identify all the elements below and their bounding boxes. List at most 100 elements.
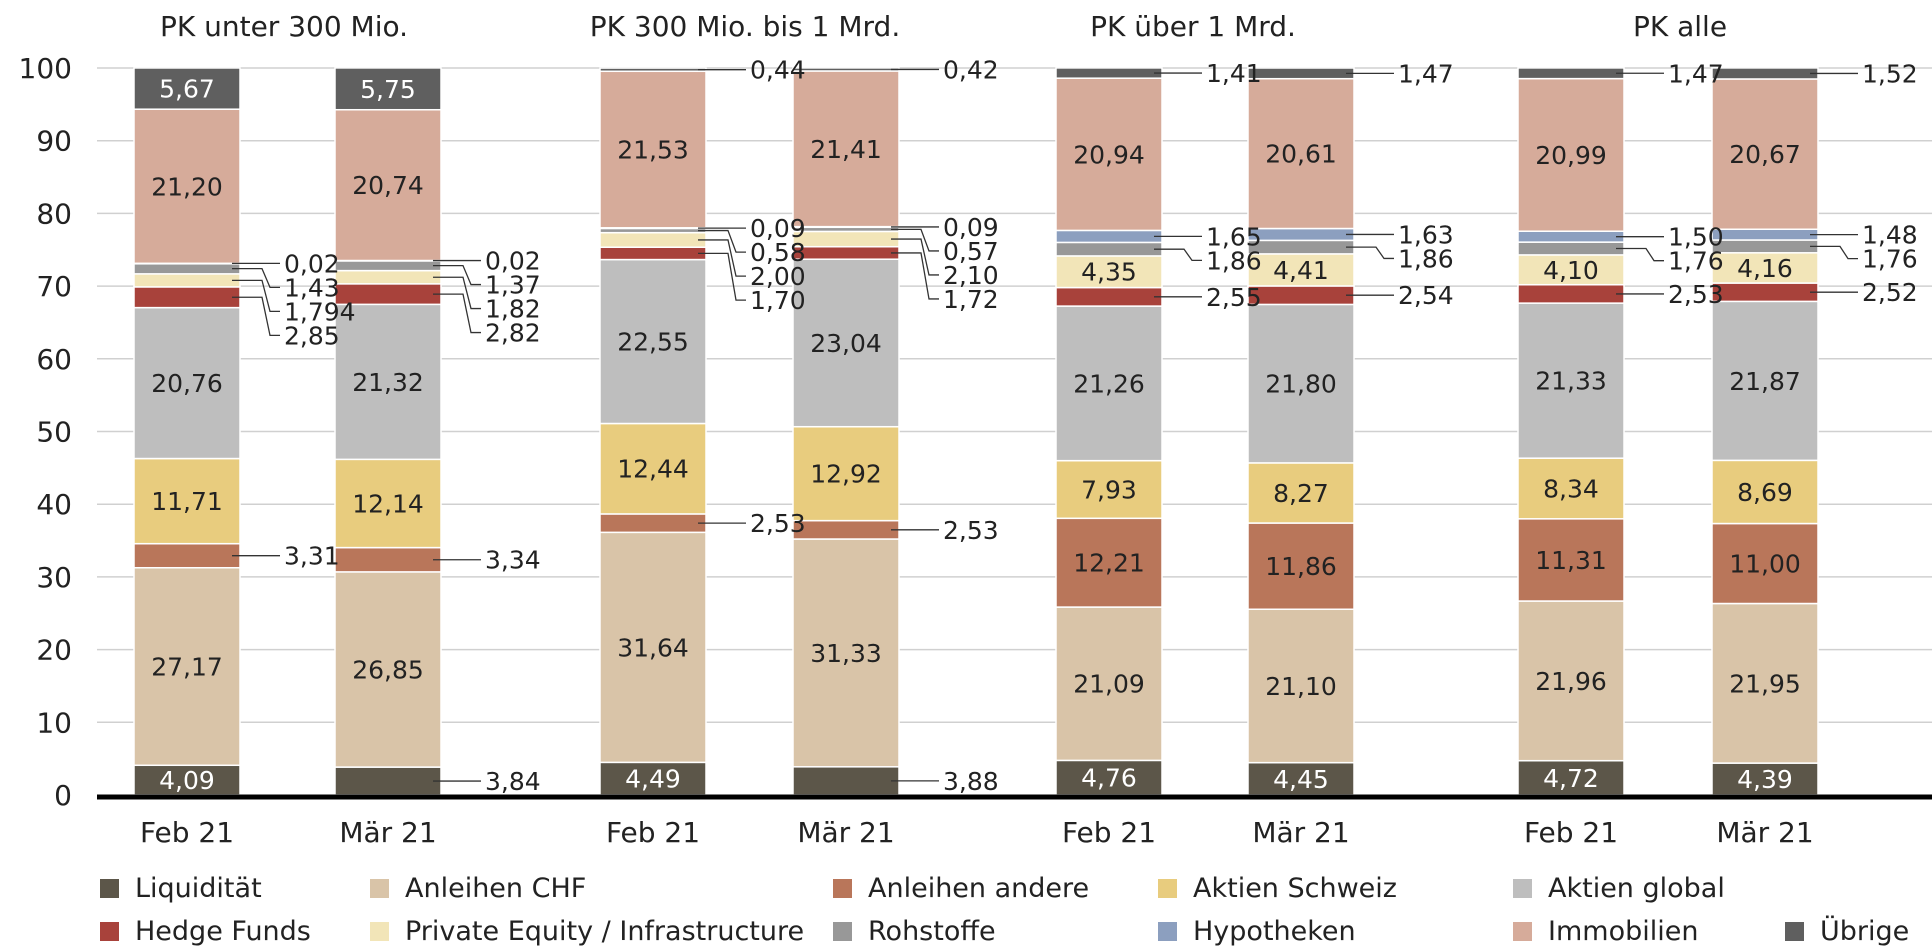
segment-value-label: 12,14 [352,489,424,518]
bar-segment-aktien-schweiz [599,422,707,515]
segment-value-label: 21,09 [1073,670,1145,699]
legend-label: Hypotheken [1193,915,1356,947]
bar-segment--brige [133,67,241,110]
bar-segment-anleihen-andere [599,513,707,534]
y-tick-label: 70 [36,270,72,303]
segment-value-label: 11,00 [1729,550,1801,579]
x-tick-label: Feb 21 [1524,816,1618,849]
bar-segment-aktien-global [792,258,900,428]
bar-segment-private-equity-infrastructure [792,230,900,248]
segment-value-label: 21,80 [1265,370,1337,399]
segment-value-label: 7,93 [1081,475,1137,504]
segment-value-label: 4,09 [159,766,215,795]
legend-label: Anleihen CHF [405,872,587,904]
segment-value-label: 0,57 [943,237,999,266]
bar-segment-anleihen-chf [133,566,241,767]
callout-leader [891,238,939,276]
legend-item: Aktien global [1513,871,1725,905]
callout-group: 1,52 1,481,76 2,52 [1810,59,1918,307]
bar-segment-aktien-schweiz [334,458,442,549]
segment-value-label: 12,21 [1073,549,1145,578]
callout-leader [1810,245,1858,260]
callout-group: 1,47 1,631,86 2,54 [1346,59,1454,310]
bar-segment-hedge-funds [792,245,900,260]
segment-value-label: 21,95 [1729,669,1801,698]
callout-leader [232,296,280,337]
callout-leader [1616,247,1664,262]
bar-segment-hypotheken [1055,229,1163,244]
segment-value-label: 5,67 [159,75,215,104]
bar-segment--brige [792,67,900,72]
segment-value-label: 21,20 [151,172,223,201]
segment-value-label: 1,70 [750,286,806,315]
bar-segment-immobilien [1055,77,1163,232]
callout-leader [232,279,280,313]
bar-segment-rohstoffe [1517,241,1625,256]
segment-value-label: 20,61 [1265,140,1337,169]
bar-segment-anleihen-chf [334,571,442,768]
y-tick-label: 30 [36,561,72,594]
bar-segment-hedge-funds [599,246,707,261]
bar-segment--brige [1055,67,1163,79]
segment-value-label: 4,39 [1737,765,1793,794]
bar-segment-rohstoffe [334,259,442,272]
bar-segment-anleihen-chf [1711,602,1819,764]
segment-value-label: 21,26 [1073,369,1145,398]
bar-segment-anleihen-chf [599,531,707,764]
callout-group: 1,47 1,501,76 2,53 [1616,59,1724,309]
callout-group: 0,021,371,822,82 3,34 3,84 [433,247,541,796]
bar-segment-aktien-schweiz [1247,462,1355,524]
bar-segment-hedge-funds [1711,282,1819,303]
bar-segment-rohstoffe [1711,239,1819,254]
segment-value-label: 5,75 [360,75,416,104]
callout-group: 1,41 1,651,86 2,55 [1154,59,1262,312]
segment-value-label: 23,04 [810,329,882,358]
segment-value-label: 2,82 [485,319,541,348]
segment-value-label: 4,72 [1543,764,1599,793]
segment-value-label: 1,43 [284,273,340,302]
segment-value-label: 21,33 [1535,367,1607,396]
segment-value-label: 20,94 [1073,140,1145,169]
bar-segment-rohstoffe [133,262,241,275]
bar-segment--brige [1711,67,1819,80]
x-tick-label: Feb 21 [140,816,234,849]
group-title: PK 300 Mio. bis 1 Mrd. [590,10,900,43]
callout-leader [232,268,280,289]
legend-item: Private Equity / Infrastructure [370,914,804,948]
segment-value-label: 20,67 [1729,140,1801,169]
bar-segment-liquidit-t [1517,759,1625,796]
segment-value-label: 3,84 [485,767,541,796]
segment-value-label: 4,10 [1543,256,1599,285]
bar-segment-immobilien [334,108,442,262]
bar-segment-hedge-funds [1247,285,1355,306]
bar-segment-aktien-global [599,258,707,425]
legend-label: Immobilien [1548,915,1699,947]
legend-swatch [1158,878,1177,898]
bar-segment-private-equity-infrastructure [1247,253,1355,287]
data-labels: PK unter 300 Mio. Feb 21 4,09 27,17 11,71 20,… [140,10,1918,849]
bar-segment-anleihen-andere [1517,518,1625,602]
bar-segment-anleihen-chf [792,538,900,768]
legend-item: Hypotheken [1158,914,1356,948]
legend-item: Anleihen andere [833,871,1089,905]
segment-value-label: 1,82 [485,295,541,324]
segment-value-label: 0,09 [943,213,999,242]
bar-segment--brige [599,67,707,73]
segment-value-label: 2,54 [1398,281,1454,310]
bar-segment-anleihen-chf [1517,600,1625,762]
legend-label: Private Equity / Infrastructure [405,915,805,947]
bar-segment-immobilien [599,70,707,229]
segment-value-label: 20,74 [352,171,424,200]
y-tick-label: 50 [36,416,72,449]
legend-item: Immobilien [1513,914,1698,948]
bar-segment-aktien-global [334,303,442,461]
segment-value-label: 2,53 [750,509,806,538]
segment-value-label: 8,27 [1273,479,1329,508]
bar-segment-immobilien [1711,78,1819,230]
segment-value-label: 12,92 [810,460,882,489]
bar-segment-private-equity-infrastructure [1055,255,1163,289]
callout-leader [698,252,746,301]
y-tick-label: 40 [36,488,72,521]
segment-value-label: 21,87 [1729,367,1801,396]
